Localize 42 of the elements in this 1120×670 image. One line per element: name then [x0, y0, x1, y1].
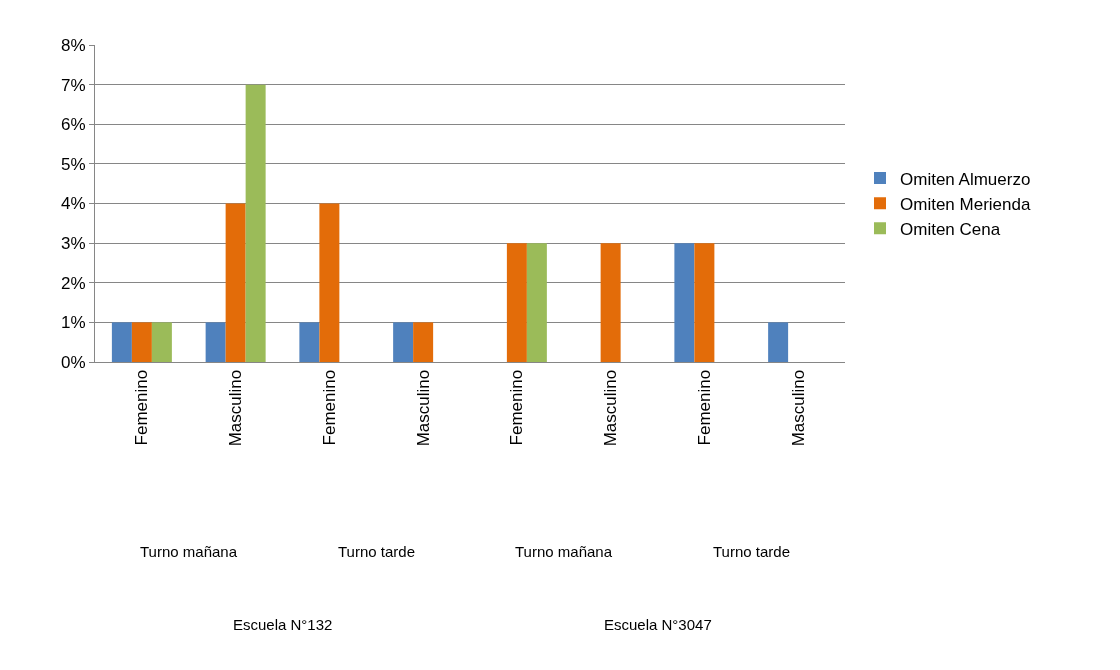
legend-label: Omiten Cena: [900, 219, 1001, 239]
y-tick-label: 6%: [61, 115, 86, 135]
text: Escuela N°3047: [604, 616, 712, 633]
bar: [506, 243, 527, 362]
y-tick-label: 2%: [61, 273, 86, 293]
x-tick-label: Masculino: [226, 369, 246, 447]
bar: [131, 322, 152, 362]
bar: [299, 322, 320, 362]
text: Turno mañana: [515, 543, 613, 560]
bar: [600, 243, 621, 362]
bar: [694, 243, 715, 362]
bar: [319, 203, 340, 362]
bar: [225, 203, 246, 362]
x-tick-label: Femenino: [694, 369, 714, 446]
bar: [768, 322, 789, 362]
bar: [151, 322, 172, 362]
y-tick-label: 8%: [61, 35, 86, 55]
bar: [674, 243, 695, 362]
x-tick-label: Femenino: [132, 369, 152, 446]
y-tick-label: 3%: [61, 234, 86, 254]
y-tick-label: 0%: [61, 352, 86, 372]
bar: [393, 322, 414, 362]
bar: [526, 243, 547, 362]
bar: [205, 322, 226, 362]
text: Turno mañana: [140, 543, 238, 560]
bar: [111, 322, 132, 362]
legend-label: Omiten Almuerzo: [900, 169, 1031, 189]
y-tick-label: 7%: [61, 75, 86, 95]
x-tick-label: Femenino: [319, 369, 339, 446]
bar: [413, 322, 434, 362]
x-tick-label: Masculino: [601, 369, 621, 447]
x-tick-label: Masculino: [413, 369, 433, 447]
text: Turno tarde: [713, 543, 790, 560]
text: Escuela N°132: [233, 616, 333, 633]
y-tick-label: 5%: [61, 154, 86, 174]
y-tick-label: 4%: [61, 194, 86, 214]
text: Turno tarde: [338, 543, 415, 560]
legend-label: Omiten Merienda: [900, 194, 1031, 214]
y-tick-label: 1%: [61, 313, 86, 333]
x-tick-label: Masculino: [788, 369, 808, 447]
bar: [245, 84, 266, 362]
x-tick-label: Femenino: [507, 369, 527, 446]
